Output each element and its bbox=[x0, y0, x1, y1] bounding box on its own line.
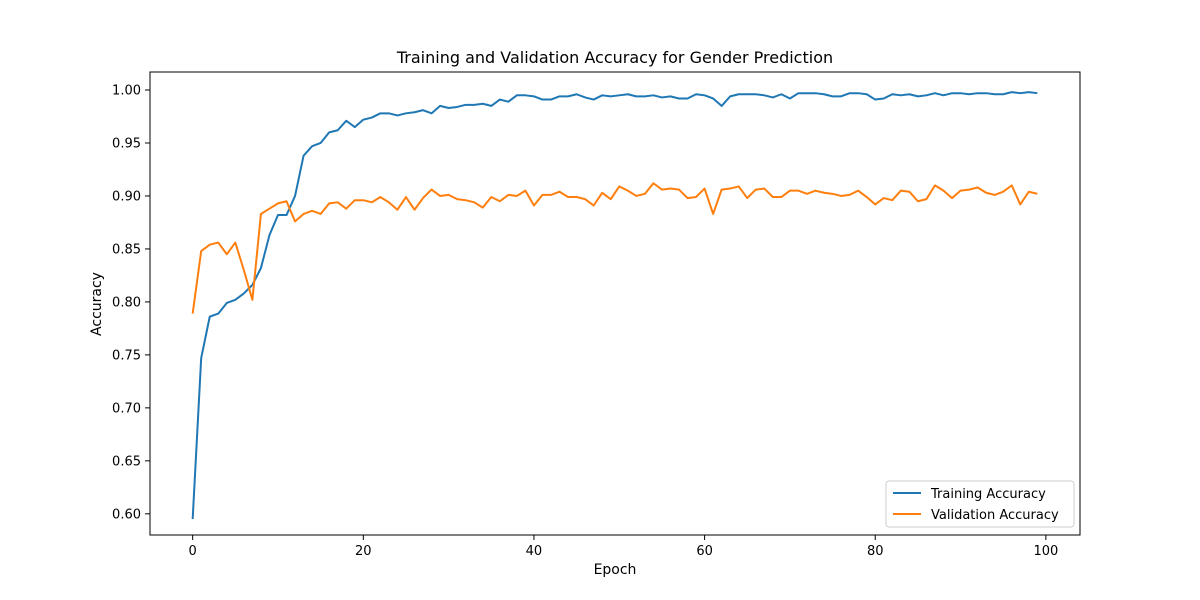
y-tick-label: 0.85 bbox=[112, 242, 141, 257]
y-tick-label: 0.80 bbox=[112, 295, 141, 310]
legend-label-validation: Validation Accuracy bbox=[931, 508, 1059, 523]
plot-background bbox=[150, 72, 1080, 535]
legend-box bbox=[885, 480, 1075, 528]
y-axis-ticks: 0.60 0.65 0.70 0.75 0.80 0.85 0.90 0.95 1.00 bbox=[112, 84, 150, 522]
x-tick-label: 20 bbox=[355, 544, 372, 559]
validation-accuracy-line bbox=[191, 182, 1038, 314]
y-axis-label: Accuracy bbox=[89, 272, 105, 336]
x-tick-label: 100 bbox=[1033, 544, 1058, 559]
chart-title: Training and Validation Accuracy for Gen… bbox=[396, 48, 833, 67]
x-tick-label: 80 bbox=[867, 544, 884, 559]
y-tick-label: 0.60 bbox=[112, 507, 141, 522]
x-tick-label: 60 bbox=[696, 544, 713, 559]
x-axis-ticks: 0 20 40 60 80 100 bbox=[189, 535, 1058, 559]
training-accuracy-line bbox=[191, 91, 1038, 520]
y-tick-label: 0.70 bbox=[112, 401, 141, 416]
x-axis-label: Epoch bbox=[594, 562, 637, 578]
x-tick-label: 40 bbox=[526, 544, 543, 559]
x-tick-label: 0 bbox=[189, 544, 197, 559]
legend: Training Accuracy Validation Accuracy bbox=[885, 480, 1075, 528]
y-tick-label: 1.00 bbox=[112, 84, 141, 99]
y-tick-label: 0.90 bbox=[112, 189, 141, 204]
y-tick-label: 0.75 bbox=[112, 348, 141, 363]
plot-frame bbox=[149, 71, 1081, 536]
plot-area: 0 20 40 60 80 100 0.60 0.65 0.70 0.75 0.80 0.85 0.9… bbox=[112, 71, 1081, 559]
series-layer bbox=[191, 91, 1038, 520]
y-tick-label: 0.95 bbox=[112, 136, 141, 151]
y-tick-label: 0.65 bbox=[112, 454, 141, 469]
legend-label-training: Training Accuracy bbox=[930, 487, 1046, 502]
